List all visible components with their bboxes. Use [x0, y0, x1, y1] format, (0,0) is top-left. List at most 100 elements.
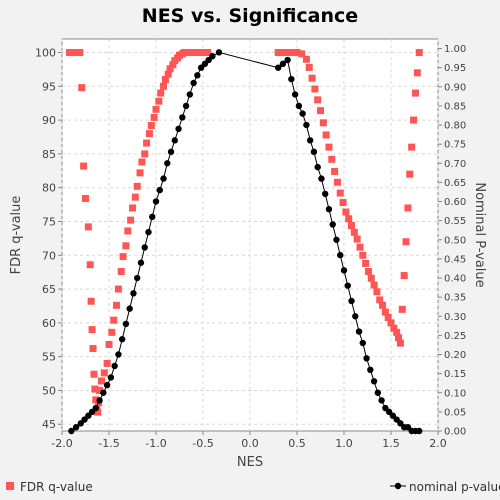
fdr-point: [376, 296, 384, 304]
legend-fdr-marker: [6, 482, 14, 490]
fdr-point: [342, 208, 350, 216]
pvalue-point: [325, 205, 333, 213]
fdr-point: [78, 84, 86, 92]
fdr-point: [108, 328, 116, 336]
fdr-series: [66, 49, 423, 416]
pvalue-point: [190, 79, 197, 87]
grid: [61, 39, 439, 431]
pvalue-point: [337, 251, 344, 259]
fdr-point: [328, 155, 336, 163]
pvalue-point: [209, 53, 216, 60]
pvalue-point: [134, 274, 141, 282]
fdr-point: [339, 199, 347, 207]
legend-fdr-label: FDR q-value: [20, 480, 93, 494]
fdr-point: [105, 340, 113, 348]
pvalue-point: [122, 320, 130, 328]
pvalue-point: [92, 404, 100, 412]
fdr-point: [84, 223, 92, 231]
pvalue-point: [329, 221, 336, 228]
y-tick-label: 60: [42, 317, 56, 330]
x-tick-label: 1.0: [335, 437, 353, 450]
fdr-point: [124, 227, 132, 235]
pvalue-point: [107, 374, 115, 381]
pvalue-point: [288, 75, 295, 83]
fdr-point: [400, 272, 408, 280]
fdr-point: [119, 253, 127, 261]
pvalue-point: [160, 175, 167, 182]
legend-pvalue-label: nominal p-value: [409, 480, 500, 494]
pvalue-point: [355, 328, 363, 335]
pvalue-point: [72, 423, 80, 431]
fdr-point: [103, 359, 111, 367]
fdr-point: [136, 169, 144, 177]
fdr-point: [127, 216, 135, 224]
pvalue-point: [310, 148, 318, 156]
pvalue-point: [111, 362, 118, 370]
y2-tick-label: 0.70: [444, 159, 466, 170]
fdr-point: [169, 61, 177, 69]
pvalue-point: [137, 259, 145, 266]
fdr-point: [157, 89, 165, 97]
fdr-point: [76, 49, 84, 57]
y-tick-label: 50: [42, 384, 56, 397]
fdr-point: [379, 301, 387, 309]
fdr-point: [90, 370, 98, 378]
fdr-point: [279, 49, 287, 57]
fdr-point: [274, 49, 282, 57]
pvalue-point: [103, 381, 111, 389]
fdr-point: [393, 328, 401, 336]
fdr-point: [302, 55, 310, 63]
pvalue-point: [68, 427, 75, 435]
chart-title: NES vs. Significance: [142, 5, 358, 27]
y2-tick-label: 0.30: [444, 312, 466, 323]
fdr-point: [395, 334, 403, 342]
fdr-point: [204, 49, 212, 57]
fdr-point: [89, 345, 97, 353]
fdr-point: [147, 122, 155, 130]
y2-tick-label: 0.45: [444, 254, 466, 265]
fdr-point: [94, 408, 102, 416]
nominal-pvalue-series: [68, 49, 423, 435]
fdr-point: [311, 85, 319, 93]
fdr-point: [348, 222, 356, 230]
fdr-point: [413, 69, 421, 77]
pvalue-point: [167, 148, 175, 156]
x-tick-label: 2.0: [429, 437, 447, 450]
pvalue-point: [182, 102, 190, 110]
y2-tick-label: 0.75: [444, 140, 466, 151]
x-tick-label: -1.5: [98, 437, 119, 450]
fdr-point: [308, 74, 316, 82]
pvalue-point: [100, 389, 107, 396]
fdr-point: [122, 242, 130, 250]
fdr-point: [288, 49, 296, 57]
pvalue-point: [284, 56, 291, 64]
y2-tick-label: 0.80: [444, 121, 466, 132]
plot-area: [61, 38, 439, 432]
y2-tick-label: 0.55: [444, 216, 466, 227]
pvalue-point: [179, 114, 186, 121]
fdr-point: [155, 97, 163, 105]
fdr-point: [314, 96, 322, 104]
fdr-point: [82, 195, 89, 203]
x-tick-label: -1.0: [145, 437, 166, 450]
fdr-point: [114, 285, 122, 293]
y-tick-label: 75: [42, 215, 56, 228]
y2-tick-label: 0.05: [444, 407, 466, 418]
pvalue-point: [96, 397, 103, 404]
pvalue-point: [322, 190, 329, 198]
fdr-point: [88, 326, 96, 334]
fdr-point: [161, 76, 169, 84]
fdr-point: [97, 377, 105, 385]
y2-tick-label: 0.60: [444, 197, 466, 208]
fdr-point: [381, 308, 389, 316]
fdr-point: [410, 116, 418, 124]
fdr-point: [143, 139, 151, 147]
y2-tick-label: 0.10: [444, 388, 466, 399]
y2-tick-label: 1.00: [444, 44, 466, 55]
pvalue-point: [306, 137, 314, 144]
fdr-point: [113, 301, 121, 309]
fdr-point: [402, 238, 410, 246]
fdr-point: [404, 204, 412, 212]
pvalue-point: [340, 267, 348, 274]
